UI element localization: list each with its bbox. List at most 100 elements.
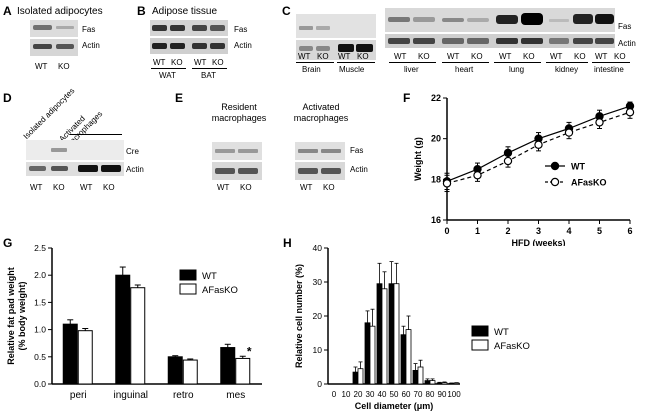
panel-c-tissue-intestine: intestine (594, 65, 624, 74)
panel-b-lane-4: KO (212, 58, 224, 67)
f-x-tick-label: 2 (505, 226, 510, 236)
f-point (473, 171, 482, 180)
panel-c-lane-2: KO (317, 52, 329, 61)
g-bar (167, 356, 183, 385)
panel-b-band-fas: Fas (234, 25, 248, 34)
panel-b-blot (150, 20, 228, 54)
f-point (625, 108, 635, 117)
g-y-tick-label: 2.5 (34, 243, 46, 253)
panel-d-band-actin: Actin (126, 165, 144, 174)
h-y-axis-label: Relative cell number (%) (294, 264, 304, 368)
panel-d-underline-macrophages (70, 134, 122, 135)
panel-a-title: Isolated adipocytes (17, 6, 103, 17)
f-x-tick-label: 4 (566, 226, 571, 236)
panel-e-letter: E (175, 91, 184, 105)
panel-e-band-fas: Fas (350, 146, 364, 155)
g-significance-star: * (247, 344, 252, 358)
panel-b-underline-bat (192, 68, 227, 69)
panel-c-tissue-brain: Brain (302, 65, 321, 74)
panel-c-band-fas: Fas (618, 22, 632, 31)
panel-e-lane-3: WT (300, 183, 313, 192)
panel-c-lane-6: KO (418, 52, 430, 61)
panel-c-lane-13: WT (595, 52, 608, 61)
h-bar (448, 382, 455, 385)
panel-c-lane-8: KO (471, 52, 483, 61)
panel-c-lane-9: WT (499, 52, 512, 61)
panel-c-lane-5: WT (394, 52, 407, 61)
f-y-tick-label: 18 (431, 174, 441, 184)
g-bar (220, 347, 236, 385)
h-y-tick-label: 30 (313, 277, 323, 287)
g-bar (77, 330, 93, 385)
panel-c-underline-intestine (592, 62, 630, 63)
h-bar (381, 288, 388, 385)
g-y-tick-label: 1.0 (34, 325, 46, 335)
panel-b-underline-wat (151, 68, 186, 69)
panel-e-blot-activated (295, 142, 345, 180)
panel-e-lane-4: KO (323, 183, 335, 192)
h-bar (424, 380, 431, 385)
g-bar (235, 357, 251, 385)
f-point (564, 128, 574, 137)
h-x-tick-label: 30 (366, 390, 375, 399)
h-legend-label: WT (494, 327, 509, 338)
h-x-tick-label: 40 (378, 390, 387, 399)
panel-c-tissue-muscle: Muscle (339, 65, 365, 74)
panel-c-letter: C (282, 4, 291, 18)
h-bar (364, 322, 371, 385)
panel-c-lane-1: WT (298, 52, 311, 61)
panel-c-underline-brain (296, 62, 334, 63)
h-y-tick-label: 10 (313, 345, 323, 355)
panel-b-group-bat: BAT (201, 71, 216, 80)
h-legend-swatch (471, 325, 489, 337)
g-category-label: inguinal (114, 390, 148, 401)
panel-d-lane-2: KO (53, 183, 65, 192)
f-x-tick-label: 3 (536, 226, 541, 236)
h-bar (417, 366, 424, 385)
panel-b-group-wat: WAT (159, 71, 176, 80)
panel-e-blot-resident (212, 142, 262, 180)
panel-c-blot-right (385, 8, 615, 48)
h-bar (393, 283, 400, 385)
panel-c-lane-4: KO (357, 52, 369, 61)
h-x-tick-label: 60 (402, 390, 411, 399)
panel-b-letter: B (137, 4, 146, 18)
g-y-tick-label: 2.0 (34, 270, 46, 280)
panel-a-blot (30, 20, 78, 56)
panel-c-lane-14: KO (614, 52, 626, 61)
panel-e-group-activated: Activated macrophages (293, 102, 349, 123)
g-legend-label: AFasKO (202, 285, 238, 296)
f-y-tick-label: 16 (431, 215, 441, 225)
panel-f-letter: F (403, 91, 411, 105)
panel-a-band-fas: Fas (82, 25, 96, 34)
g-legend-swatch (179, 283, 197, 295)
panel-a-band-actin: Actin (82, 41, 100, 50)
panel-c-tissue-liver: liver (404, 65, 419, 74)
weight-line-chart: 16 18 20 22 0 1 2 3 4 5 6 HFD (weeks) Weight (g) WT AF… (413, 93, 635, 246)
g-bar (182, 359, 198, 385)
h-bar (412, 369, 419, 385)
panel-e-lane-2: KO (240, 183, 252, 192)
fat-pad-bar-chart: 0.0 0.5 1.0 1.5 2.0 2.5 Relative fat pad weigh… (6, 243, 262, 401)
panel-d-band-cre: Cre (126, 147, 139, 156)
f-x-axis-label: HFD (weeks) (511, 238, 565, 246)
f-x-tick-label: 0 (444, 226, 449, 236)
panel-d-lane-1: WT (30, 183, 43, 192)
h-bar (436, 382, 443, 385)
panel-d-lane-3: WT (80, 183, 93, 192)
g-bar (130, 287, 146, 385)
g-legend-label: WT (202, 271, 217, 282)
panel-c-lane-10: KO (523, 52, 535, 61)
panel-b-lane-2: KO (171, 58, 183, 67)
g-category-label: retro (173, 390, 194, 401)
panel-d-lane-4: KO (103, 183, 115, 192)
f-legend-marker (550, 161, 560, 171)
g-category-label: mes (226, 390, 245, 401)
g-y-tick-label: 0.0 (34, 379, 46, 389)
h-legend-label: AFasKO (494, 341, 530, 352)
panel-c-underline-muscle (337, 62, 375, 63)
panel-a-letter: A (3, 4, 12, 18)
h-bar (453, 382, 460, 385)
h-x-tick-label: 70 (414, 390, 423, 399)
